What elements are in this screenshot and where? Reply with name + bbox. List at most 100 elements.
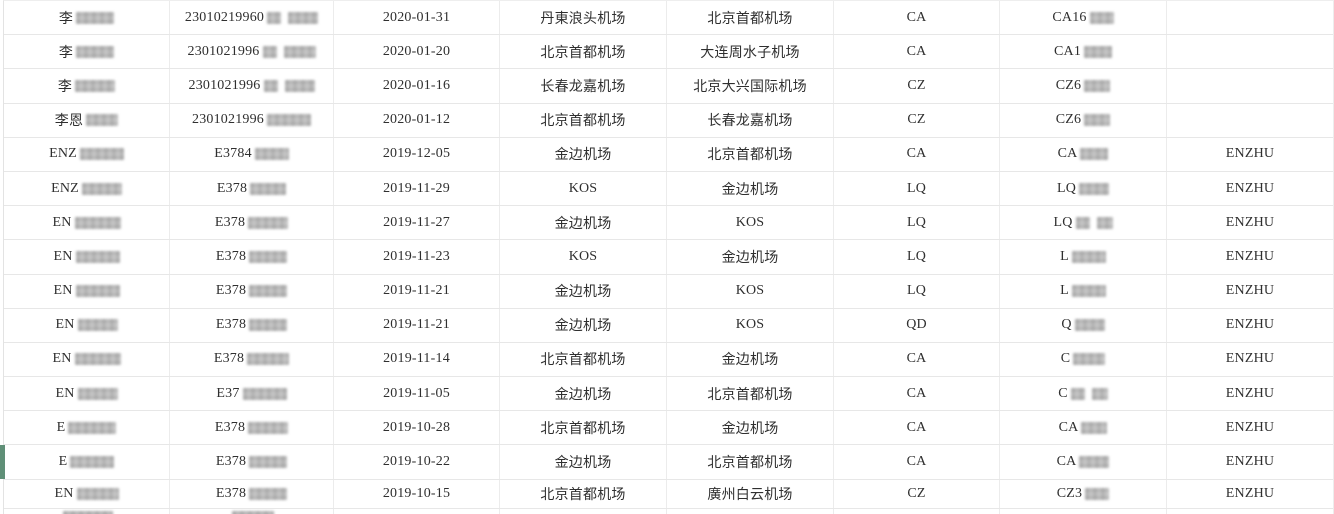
cell-departure-airport[interactable]: 金边机场: [500, 445, 667, 479]
cell-departure-airport[interactable]: 丹東浪头机场: [500, 1, 667, 35]
cell-departure-airport[interactable]: 北京首都机场: [500, 342, 667, 377]
cell-arrival-airport[interactable]: 金边机场: [667, 411, 834, 445]
cell-airline-code[interactable]: CA: [834, 137, 1000, 171]
cell-passenger-en-name[interactable]: ENZHU: [1167, 445, 1333, 478]
cell-departure-airport[interactable]: 北京首都机场: [500, 35, 667, 69]
cell-name[interactable]: E: [4, 411, 170, 445]
cell-flight-number[interactable]: C: [1000, 342, 1167, 377]
cell-name[interactable]: EN: [4, 274, 170, 308]
cell-passenger-en-name[interactable]: ENZHU: [1167, 480, 1333, 508]
cell-airline-code[interactable]: CA: [834, 377, 1000, 411]
cell-arrival-airport[interactable]: 北京首都机场: [667, 137, 834, 171]
cell-passenger-en-name[interactable]: [1167, 509, 1333, 514]
cell-passenger-en-name[interactable]: [1167, 35, 1333, 68]
cell-departure-airport[interactable]: 北京首都机场: [500, 103, 667, 137]
cell-flight-date[interactable]: 2020-01-20: [334, 35, 500, 69]
cell-passenger-en-name[interactable]: ENZHU: [1167, 309, 1333, 342]
cell-name[interactable]: EN: [4, 479, 170, 508]
cell-name[interactable]: EN: [4, 377, 170, 411]
cell-airline-code[interactable]: CA: [834, 35, 1000, 69]
cell-airline-code[interactable]: CZ: [834, 479, 1000, 508]
cell-airline-code[interactable]: CA: [834, 342, 1000, 377]
cell-airline-code[interactable]: CA: [834, 445, 1000, 479]
cell-id-number[interactable]: E3784: [170, 137, 334, 171]
cell-flight-date[interactable]: 2019-11-21: [334, 308, 500, 342]
cell-name[interactable]: EN: [4, 206, 170, 240]
cell-flight-date[interactable]: 2019-11-29: [334, 171, 500, 206]
cell-flight-number[interactable]: [1000, 508, 1167, 514]
cell-flight-number[interactable]: L: [1000, 274, 1167, 308]
cell-airline-code[interactable]: CZ: [834, 69, 1000, 103]
cell-id-number[interactable]: E378: [170, 308, 334, 342]
cell-airline-code[interactable]: [834, 508, 1000, 514]
cell-id-number[interactable]: E378: [170, 342, 334, 377]
cell-arrival-airport[interactable]: 长春龙嘉机场: [667, 103, 834, 137]
cell-passenger-en-name[interactable]: ENZHU: [1167, 172, 1333, 205]
cell-flight-number[interactable]: Q: [1000, 308, 1167, 342]
cell-departure-airport[interactable]: 金边机场: [500, 137, 667, 171]
cell-arrival-airport[interactable]: 金边机场: [667, 240, 834, 274]
cell-arrival-airport[interactable]: 北京首都机场: [667, 1, 834, 35]
cell-departure-airport[interactable]: KOS: [500, 171, 667, 206]
cell-flight-date[interactable]: 2019-10-15: [334, 479, 500, 508]
cell-passenger-en-name[interactable]: ENZHU: [1167, 343, 1333, 376]
cell-departure-airport[interactable]: [500, 508, 667, 514]
cell-departure-airport[interactable]: KOS: [500, 240, 667, 274]
cell-airline-code[interactable]: CA: [834, 1, 1000, 35]
cell-flight-number[interactable]: CA16: [1000, 1, 1167, 35]
cell-departure-airport[interactable]: 长春龙嘉机场: [500, 69, 667, 103]
cell-id-number[interactable]: E378: [170, 274, 334, 308]
cell-flight-date[interactable]: 2019-10-28: [334, 411, 500, 445]
cell-airline-code[interactable]: LQ: [834, 206, 1000, 240]
cell-passenger-en-name[interactable]: ENZHU: [1167, 411, 1333, 444]
cell-departure-airport[interactable]: 金边机场: [500, 377, 667, 411]
cell-passenger-en-name[interactable]: ENZHU: [1167, 275, 1333, 308]
cell-flight-number[interactable]: LQ: [1000, 206, 1167, 240]
cell-flight-number[interactable]: L: [1000, 240, 1167, 274]
cell-airline-code[interactable]: LQ: [834, 274, 1000, 308]
cell-airline-code[interactable]: CZ: [834, 103, 1000, 137]
cell-name[interactable]: ENZ: [4, 171, 170, 206]
cell-flight-date[interactable]: 2020-01-12: [334, 103, 500, 137]
cell-id-number[interactable]: E378: [170, 171, 334, 206]
cell-arrival-airport[interactable]: 北京首都机场: [667, 445, 834, 479]
cell-flight-date[interactable]: 2020-01-16: [334, 69, 500, 103]
cell-flight-date[interactable]: 2019-11-23: [334, 240, 500, 274]
cell-name[interactable]: 李恩: [4, 103, 170, 137]
cell-id-number[interactable]: 23010219960: [170, 1, 334, 35]
cell-arrival-airport[interactable]: [667, 508, 834, 514]
cell-arrival-airport[interactable]: KOS: [667, 274, 834, 308]
cell-flight-date[interactable]: 2019-11-14: [334, 342, 500, 377]
cell-passenger-en-name[interactable]: ENZHU: [1167, 138, 1333, 171]
cell-departure-airport[interactable]: 金边机场: [500, 308, 667, 342]
cell-arrival-airport[interactable]: 北京大兴国际机场: [667, 69, 834, 103]
cell-flight-number[interactable]: C: [1000, 377, 1167, 411]
cell-departure-airport[interactable]: 北京首都机场: [500, 411, 667, 445]
cell-passenger-en-name[interactable]: ENZHU: [1167, 240, 1333, 273]
cell-flight-number[interactable]: CZ6: [1000, 69, 1167, 103]
cell-flight-date[interactable]: 2019-12-05: [334, 137, 500, 171]
cell-arrival-airport[interactable]: KOS: [667, 206, 834, 240]
cell-id-number[interactable]: E378: [170, 206, 334, 240]
cell-id-number[interactable]: 2301021996: [170, 35, 334, 69]
cell-name[interactable]: EN: [4, 240, 170, 274]
cell-flight-number[interactable]: LQ: [1000, 171, 1167, 206]
cell-name[interactable]: [4, 508, 170, 514]
cell-airline-code[interactable]: LQ: [834, 240, 1000, 274]
cell-passenger-en-name[interactable]: ENZHU: [1167, 377, 1333, 410]
cell-flight-date[interactable]: 2020-01-31: [334, 1, 500, 35]
cell-id-number[interactable]: E378: [170, 445, 334, 479]
cell-id-number[interactable]: E378: [170, 411, 334, 445]
cell-name[interactable]: E: [4, 445, 170, 479]
cell-id-number[interactable]: E378: [170, 240, 334, 274]
cell-flight-date[interactable]: 2019-11-21: [334, 274, 500, 308]
cell-flight-number[interactable]: CZ6: [1000, 103, 1167, 137]
cell-name[interactable]: 李: [4, 69, 170, 103]
cell-name[interactable]: 李: [4, 1, 170, 35]
cell-id-number[interactable]: E378: [170, 479, 334, 508]
cell-arrival-airport[interactable]: 金边机场: [667, 342, 834, 377]
cell-flight-number[interactable]: CA: [1000, 445, 1167, 479]
cell-flight-number[interactable]: CZ3: [1000, 479, 1167, 508]
cell-name[interactable]: ENZ: [4, 137, 170, 171]
cell-departure-airport[interactable]: 金边机场: [500, 274, 667, 308]
